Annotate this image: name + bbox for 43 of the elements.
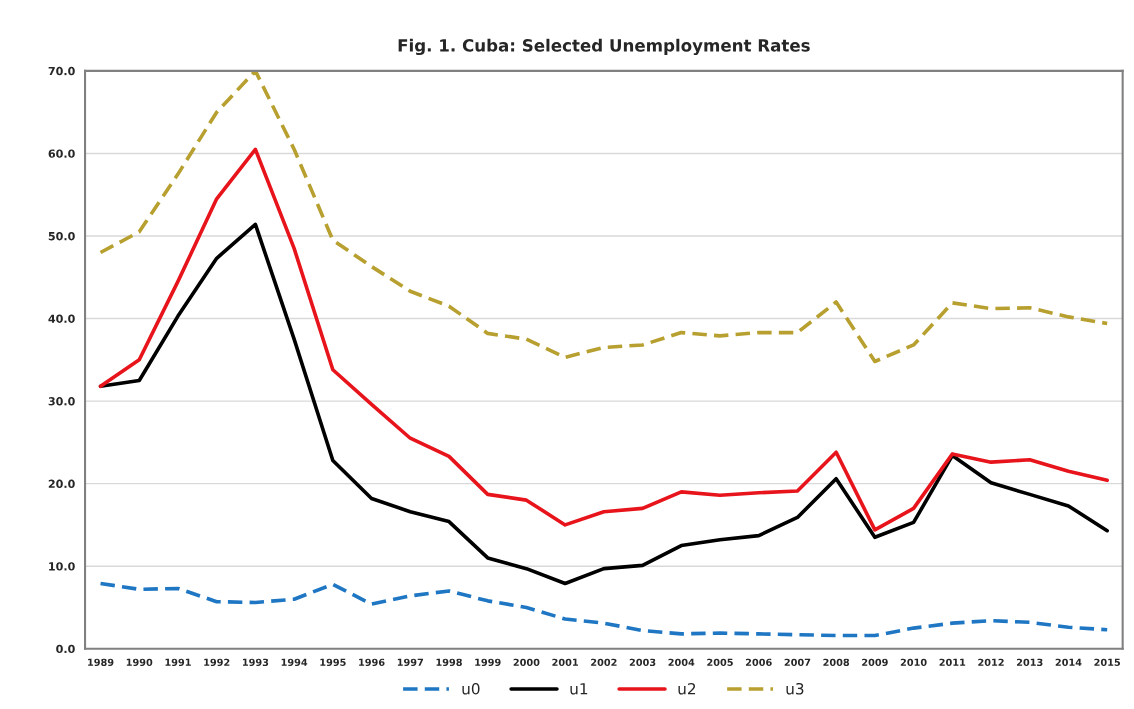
y-tick-label: 0.0 (56, 644, 75, 654)
legend-label: u3 (786, 682, 804, 695)
x-tick-label: 1997 (397, 658, 424, 666)
x-tick-label: 2008 (823, 658, 850, 666)
x-tick-label: 2015 (1094, 658, 1121, 666)
legend-label: u2 (678, 682, 696, 695)
x-tick-label: 1993 (242, 658, 269, 666)
x-tick-label: 2004 (668, 658, 695, 666)
line-series (98, 70, 1109, 364)
x-tick-label: 2013 (1016, 658, 1043, 666)
x-tick-label: 2005 (707, 658, 733, 666)
x-tick-label: 2010 (900, 658, 927, 666)
x-tick-label: 2000 (513, 658, 540, 666)
chart-title: Fig. 1. Cuba: Selected Unemployment Rates (398, 38, 810, 56)
x-tick-label: 1992 (204, 658, 230, 666)
x-tick-label: 1989 (88, 658, 114, 666)
y-tick-label: 30.0 (48, 397, 75, 406)
y-tick-label: 20.0 (48, 479, 75, 489)
x-tick-label: 2011 (939, 658, 966, 666)
y-tick-label: 50.0 (48, 231, 75, 241)
x-tick-label: 2014 (1055, 658, 1082, 666)
y-tick-label: 70.0 (48, 66, 75, 76)
x-tick-label: 1990 (126, 658, 153, 666)
x-tick-label: 2002 (591, 658, 617, 666)
x-tick-label: 1995 (320, 658, 346, 666)
x-tick-label: 2003 (629, 658, 656, 666)
x-tick-label: 1996 (359, 658, 385, 666)
x-tick-label: 1991 (165, 658, 191, 666)
line-series (98, 581, 1109, 638)
x-tick-label: 1999 (475, 658, 501, 666)
y-tick-label: 10.0 (49, 562, 75, 571)
x-tick-label: 2006 (745, 658, 772, 666)
x-tick-label: 2012 (978, 658, 1004, 666)
legend-label: u0 (462, 682, 480, 695)
x-tick-label: 1994 (281, 658, 308, 666)
x-tick-label: 1998 (436, 658, 462, 666)
legend-label: u1 (570, 683, 588, 695)
line-series (98, 147, 1109, 532)
x-tick-label: 2009 (862, 658, 888, 666)
x-tick-label: 2001 (552, 658, 578, 666)
y-tick-label: 60.0 (48, 149, 75, 158)
y-tick-label: 40.0 (48, 314, 75, 323)
x-tick-label: 2007 (784, 658, 811, 666)
